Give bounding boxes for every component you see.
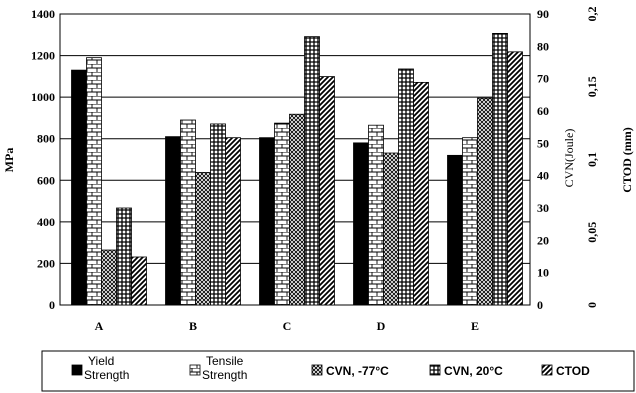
right1-tick-label: 90 bbox=[537, 7, 549, 21]
legend-swatch bbox=[71, 364, 83, 376]
bar-crosshatch bbox=[101, 249, 117, 306]
right2-tick-label: 0,2 bbox=[585, 7, 599, 22]
bar-diagonal bbox=[319, 76, 335, 306]
left-tick-label: 800 bbox=[37, 132, 55, 146]
bar-diagonal bbox=[131, 256, 147, 306]
bar-diagonal bbox=[225, 137, 241, 306]
bar-diagonal bbox=[507, 51, 523, 306]
legend-label: Strength bbox=[84, 368, 129, 382]
y-axis-title-cvn: CVN(Joule) bbox=[562, 129, 576, 188]
right2-tick-label: 0,15 bbox=[585, 76, 599, 97]
bar-crosshatch bbox=[477, 97, 493, 306]
bar-crosshatch bbox=[289, 113, 305, 306]
right2-tick-label: 0 bbox=[585, 302, 599, 308]
right1-tick-label: 80 bbox=[537, 39, 549, 53]
x-tick-label: C bbox=[283, 319, 292, 333]
bar-dots bbox=[210, 123, 226, 306]
right1-tick-label: 0 bbox=[537, 298, 543, 312]
y-axis-title-left: MPa bbox=[2, 148, 16, 173]
y-axis-title-ctod: CTOD (mm) bbox=[620, 127, 634, 192]
left-axis: 0 200 400 600 800 1000 1200 1400 bbox=[31, 7, 55, 312]
bar-diagonal bbox=[413, 81, 429, 306]
x-tick-label: E bbox=[471, 319, 479, 333]
legend-label: Strength bbox=[202, 368, 247, 382]
bar-brick bbox=[368, 124, 384, 306]
left-tick-label: 1200 bbox=[31, 49, 55, 63]
bar-brick bbox=[180, 119, 196, 306]
bar-brick bbox=[274, 122, 290, 306]
left-tick-label: 1000 bbox=[31, 90, 55, 104]
left-tick-label: 0 bbox=[49, 298, 55, 312]
bar-solid-black bbox=[353, 142, 369, 306]
legend-swatch bbox=[311, 364, 323, 376]
x-tick-label: B bbox=[189, 319, 197, 333]
left-tick-label: 600 bbox=[37, 173, 55, 187]
bar-solid-black bbox=[165, 136, 181, 306]
legend-frame bbox=[41, 350, 635, 392]
right1-tick-label: 10 bbox=[537, 266, 549, 280]
bars bbox=[71, 33, 523, 306]
x-axis: A B C D E bbox=[95, 319, 479, 333]
bar-crosshatch bbox=[195, 172, 211, 306]
right1-tick-label: 60 bbox=[537, 104, 549, 118]
right1-tick-label: 30 bbox=[537, 201, 549, 215]
left-tick-label: 1400 bbox=[31, 7, 55, 21]
legend-swatch bbox=[429, 364, 441, 376]
right-axis-cvn: 0 10 20 30 40 50 60 70 80 90 bbox=[537, 7, 549, 312]
bar-brick bbox=[462, 137, 478, 306]
bar-dots bbox=[116, 207, 132, 306]
bar-dots bbox=[492, 33, 508, 306]
left-tick-label: 400 bbox=[37, 215, 55, 229]
bar-solid-black bbox=[259, 137, 275, 306]
legend-label: CTOD bbox=[556, 364, 590, 378]
right1-tick-label: 40 bbox=[537, 169, 549, 183]
bar-solid-black bbox=[447, 154, 463, 306]
bar-dots bbox=[304, 36, 320, 306]
right2-tick-label: 0,05 bbox=[585, 222, 599, 243]
bar-dots bbox=[398, 68, 414, 306]
x-tick-label: A bbox=[95, 319, 104, 333]
x-tick-label: D bbox=[377, 319, 386, 333]
right1-tick-label: 50 bbox=[537, 136, 549, 150]
legend-label: Tensile bbox=[206, 354, 244, 368]
bar-solid-black bbox=[71, 69, 87, 306]
legend-swatch bbox=[541, 364, 553, 376]
legend-label: CVN, -77°C bbox=[326, 364, 389, 378]
right1-tick-label: 70 bbox=[537, 72, 549, 86]
right2-tick-label: 0,1 bbox=[585, 152, 599, 167]
bar-brick bbox=[86, 57, 102, 306]
left-tick-label: 200 bbox=[37, 256, 55, 270]
legend-label: Yield bbox=[88, 354, 114, 368]
right-axis-ctod: 0 0,05 0,1 0,15 0,2 bbox=[585, 7, 599, 309]
legend-swatch bbox=[189, 364, 201, 376]
bar-crosshatch bbox=[383, 152, 399, 306]
right1-tick-label: 20 bbox=[537, 233, 549, 247]
legend-label: CVN, 20°C bbox=[444, 364, 503, 378]
